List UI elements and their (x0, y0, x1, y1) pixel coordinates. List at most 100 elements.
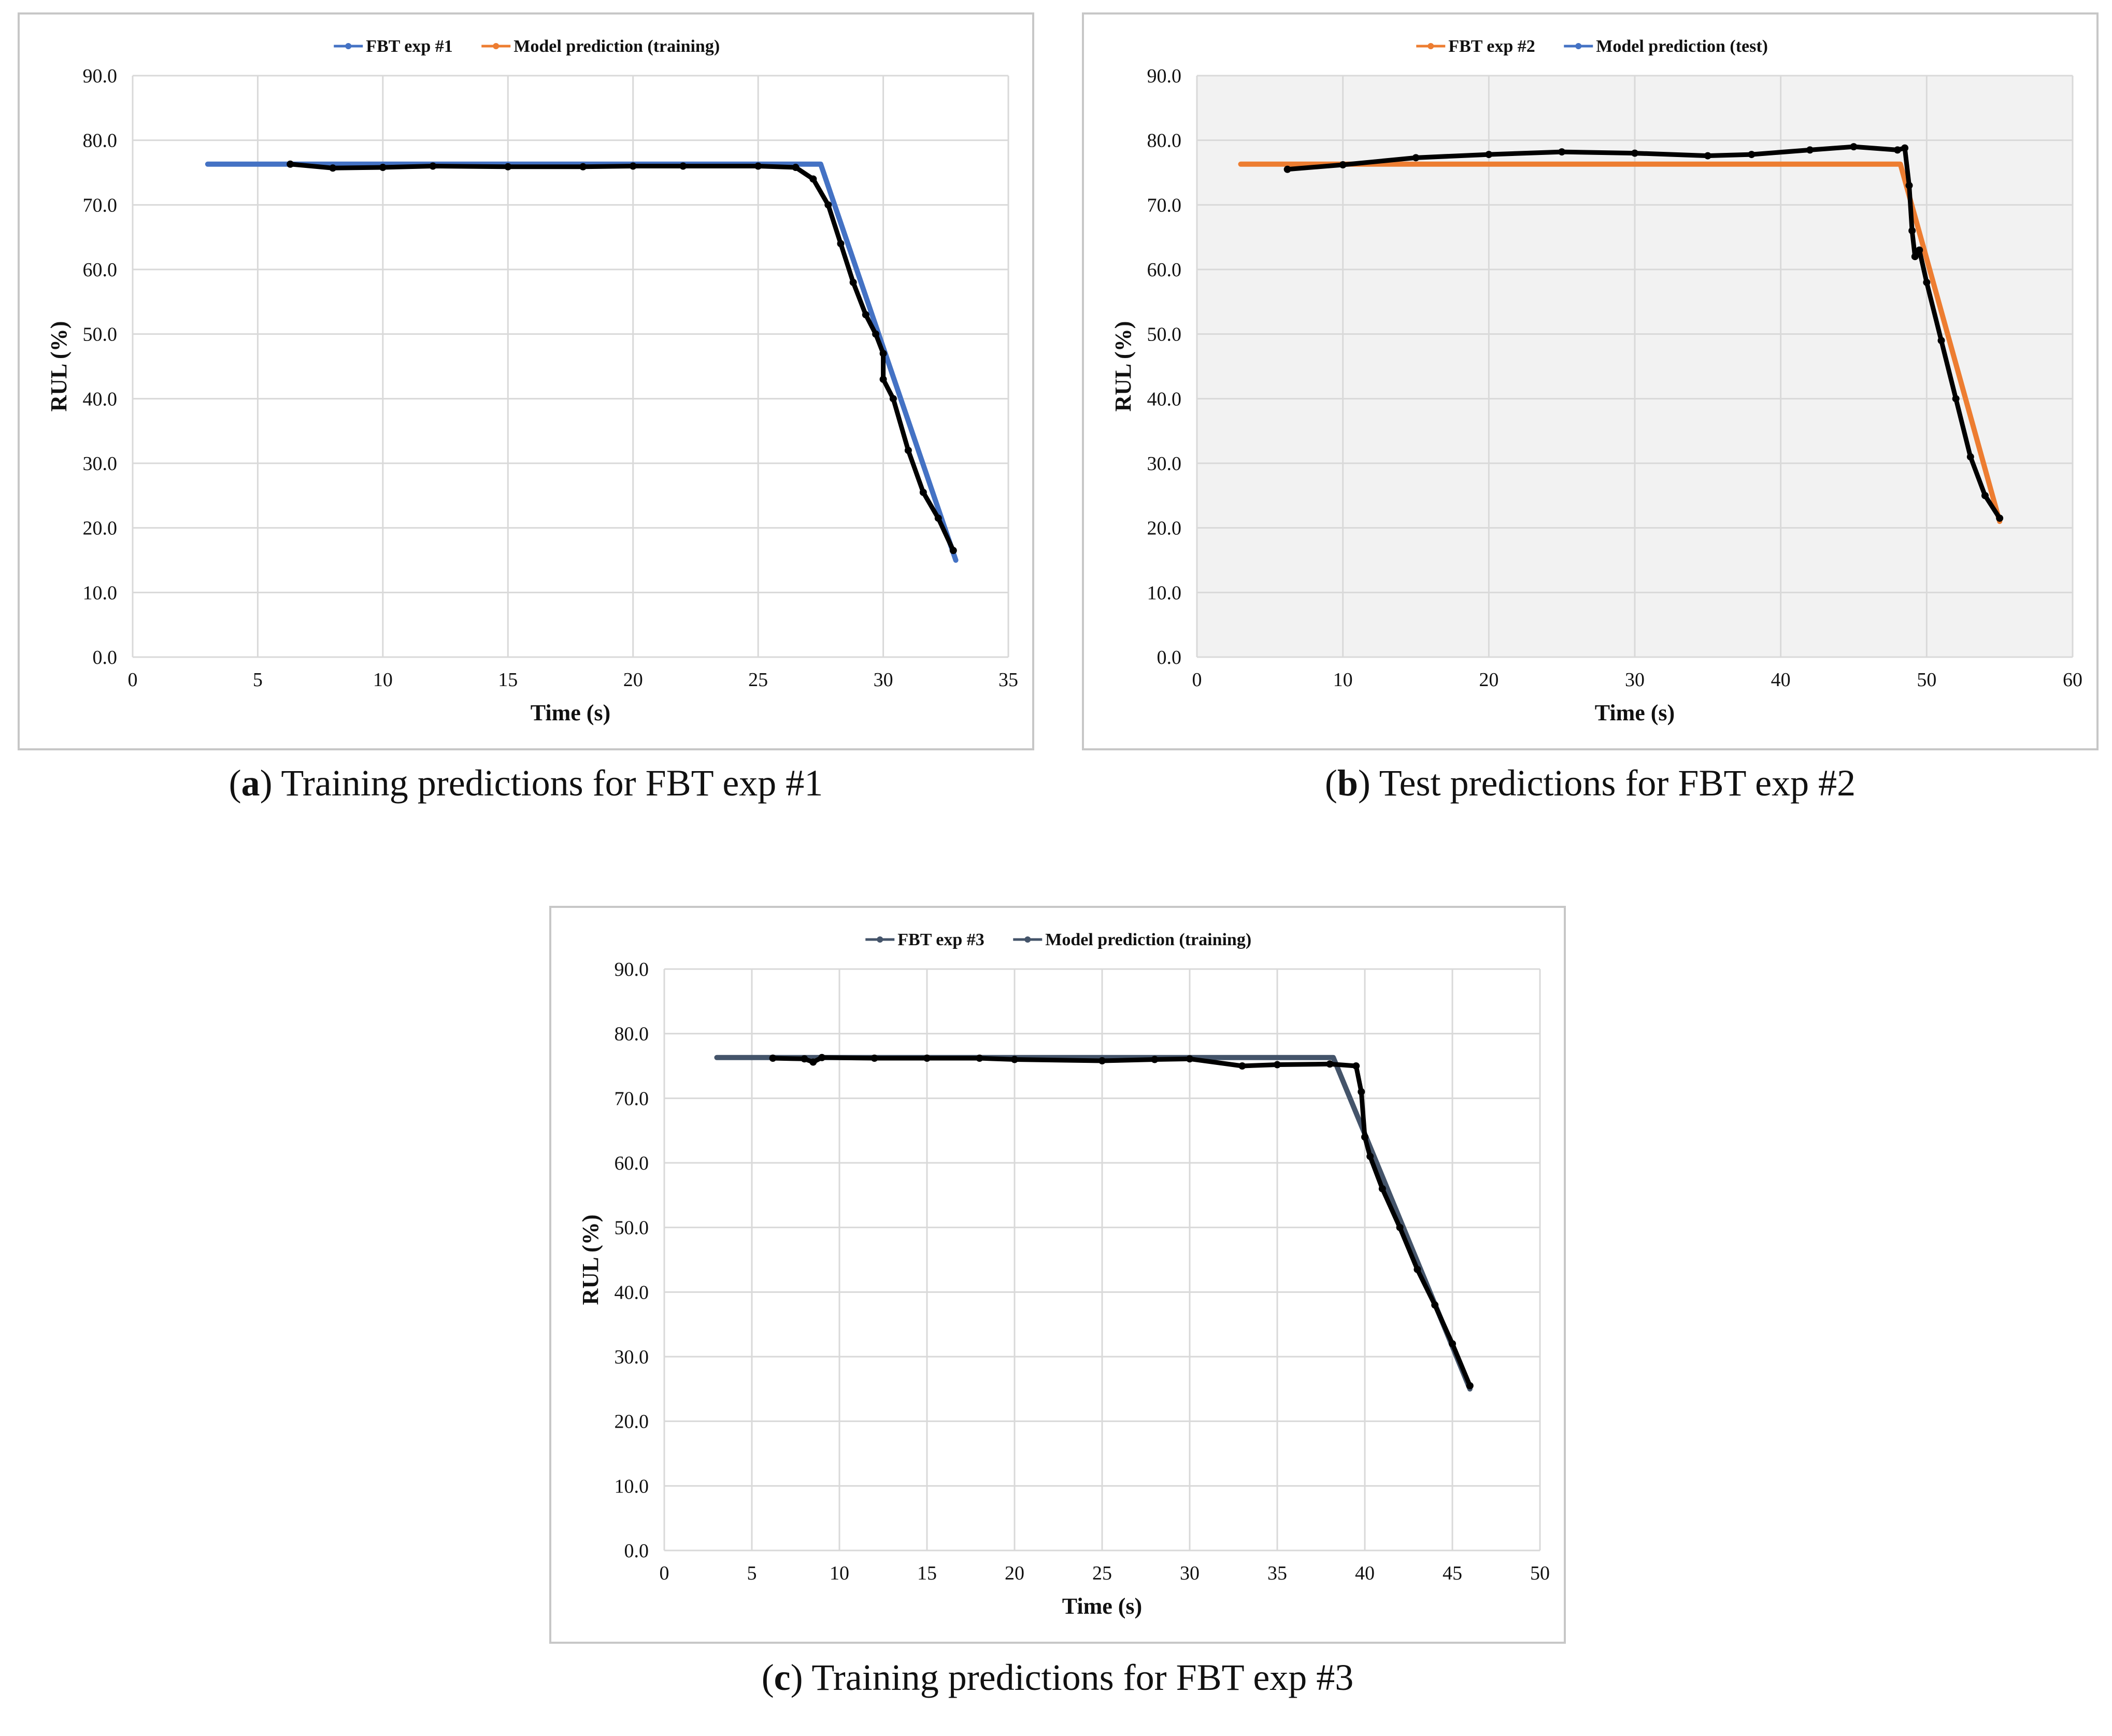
x-tick-label: 30 (1180, 1562, 1200, 1584)
y-tick-label: 80.0 (83, 130, 118, 152)
data-point (1339, 161, 1347, 169)
y-tick-label: 10.0 (615, 1475, 649, 1497)
x-tick-label: 5 (747, 1562, 757, 1584)
data-point (862, 311, 869, 319)
data-point (1151, 1056, 1159, 1063)
data-point (329, 164, 337, 172)
caption-b-text: ) Test predictions for FBT exp #2 (1358, 762, 1856, 804)
data-point (579, 163, 587, 170)
chart-panel-c: 0.0 10.0 20.0 30.0 40.0 50.0 60.0 70.0 80.0 90.0 0… (549, 906, 1566, 1644)
data-point (792, 164, 800, 172)
legend-label: FBT exp #3 (897, 930, 984, 949)
data-point (1238, 1062, 1246, 1070)
chart-b: 0.0 10.0 20.0 30.0 40.0 50.0 60.0 70.0 80.0 90.0 0… (1110, 37, 2082, 725)
legend-label: FBT exp #1 (366, 37, 453, 56)
data-point (801, 1055, 808, 1063)
legend-marker (345, 43, 352, 49)
x-tick-label: 30 (874, 669, 893, 691)
y-tick-label: 10.0 (83, 582, 118, 604)
legend-label: Model prediction (training) (513, 37, 720, 56)
caption-c-text: ) Training predictions for FBT exp #3 (790, 1657, 1354, 1698)
data-point (1937, 337, 1945, 345)
data-point (872, 330, 880, 338)
caption-a-text: ) Training predictions for FBT exp #1 (260, 762, 823, 804)
data-point (1748, 151, 1756, 159)
data-point (1449, 1340, 1456, 1348)
series-line-actual (205, 161, 959, 563)
data-point (1011, 1056, 1018, 1063)
x-tick-label: 0 (660, 1562, 669, 1584)
data-point (923, 1055, 931, 1062)
data-point (1923, 278, 1931, 286)
y-tick-label: 40.0 (83, 388, 118, 410)
x-tick-label: 10 (1333, 669, 1353, 691)
data-point (1966, 453, 1974, 461)
x-tick-label: 40 (1771, 669, 1791, 691)
data-point (287, 160, 294, 168)
data-point (1996, 514, 2004, 522)
data-point (1558, 148, 1566, 156)
caption-a-letter: a (241, 762, 260, 804)
y-tick-label: 90.0 (83, 65, 118, 87)
data-point (769, 1055, 777, 1062)
data-point (1631, 149, 1638, 157)
series-line-actual (714, 1055, 1473, 1392)
data-point (1850, 143, 1858, 151)
legend-label: Model prediction (test) (1596, 37, 1768, 56)
data-point (629, 162, 637, 170)
y-tick-label: 60.0 (83, 259, 118, 281)
data-point (976, 1055, 983, 1062)
data-point (1412, 154, 1420, 162)
y-tick-label: 0.0 (93, 647, 118, 668)
x-axis-label: Time (s) (1062, 1593, 1142, 1619)
x-axis-label: Time (s) (1595, 700, 1675, 725)
y-tick-label: 20.0 (1147, 518, 1182, 539)
y-tick-label: 40.0 (1147, 388, 1182, 410)
data-point (879, 350, 887, 358)
y-tick-label: 50.0 (615, 1217, 649, 1239)
y-tick-label: 70.0 (83, 194, 118, 216)
legend: FBT exp #3 Model prediction (training) (865, 930, 1251, 949)
caption-a: (a) Training predictions for FBT exp #1 (229, 762, 823, 804)
y-axis-label: RUL (%) (1110, 321, 1136, 412)
y-tick-label: 30.0 (1147, 453, 1182, 475)
caption-c-letter: c (774, 1657, 791, 1698)
caption-b: (b) Test predictions for FBT exp #2 (1324, 762, 1856, 804)
legend-marker (1428, 43, 1434, 49)
y-tick-label: 40.0 (615, 1282, 649, 1303)
data-point (1981, 492, 1989, 500)
data-point (1916, 246, 1923, 254)
data-point (504, 163, 512, 170)
data-point (1378, 1185, 1386, 1192)
x-tick-label: 45 (1443, 1562, 1462, 1584)
legend-marker (877, 936, 883, 943)
data-point (1283, 165, 1291, 173)
legend: FBT exp #2 Model prediction (test) (1416, 37, 1768, 56)
x-tick-label: 15 (917, 1562, 937, 1584)
legend: FBT exp #1 Model prediction (training) (334, 37, 720, 56)
data-point (1806, 146, 1814, 154)
series-line-prediction (770, 1055, 1473, 1388)
data-point (1352, 1062, 1360, 1070)
data-point (1952, 395, 1960, 403)
y-tick-label: 50.0 (83, 324, 118, 346)
data-point (1098, 1057, 1106, 1065)
data-point (904, 447, 912, 454)
chart-panel-b: 0.0 10.0 20.0 30.0 40.0 50.0 60.0 70.0 80.0 90.0 0… (1082, 12, 2099, 750)
data-point (429, 162, 437, 170)
series-line-prediction (1285, 144, 2002, 521)
data-point (809, 1058, 817, 1066)
y-tick-label: 0.0 (624, 1540, 649, 1562)
x-tick-label: 10 (373, 669, 393, 691)
y-tick-label: 70.0 (615, 1088, 649, 1109)
y-tick-label: 20.0 (615, 1411, 649, 1433)
x-tick-label: 30 (1625, 669, 1645, 691)
data-point (1274, 1061, 1281, 1069)
y-tick-label: 30.0 (83, 453, 118, 475)
y-tick-label: 60.0 (1147, 259, 1182, 281)
data-point (934, 514, 942, 522)
y-tick-label: 50.0 (1147, 324, 1182, 346)
y-tick-label: 20.0 (83, 518, 118, 539)
x-tick-label: 35 (998, 669, 1018, 691)
data-point (1366, 1152, 1374, 1160)
